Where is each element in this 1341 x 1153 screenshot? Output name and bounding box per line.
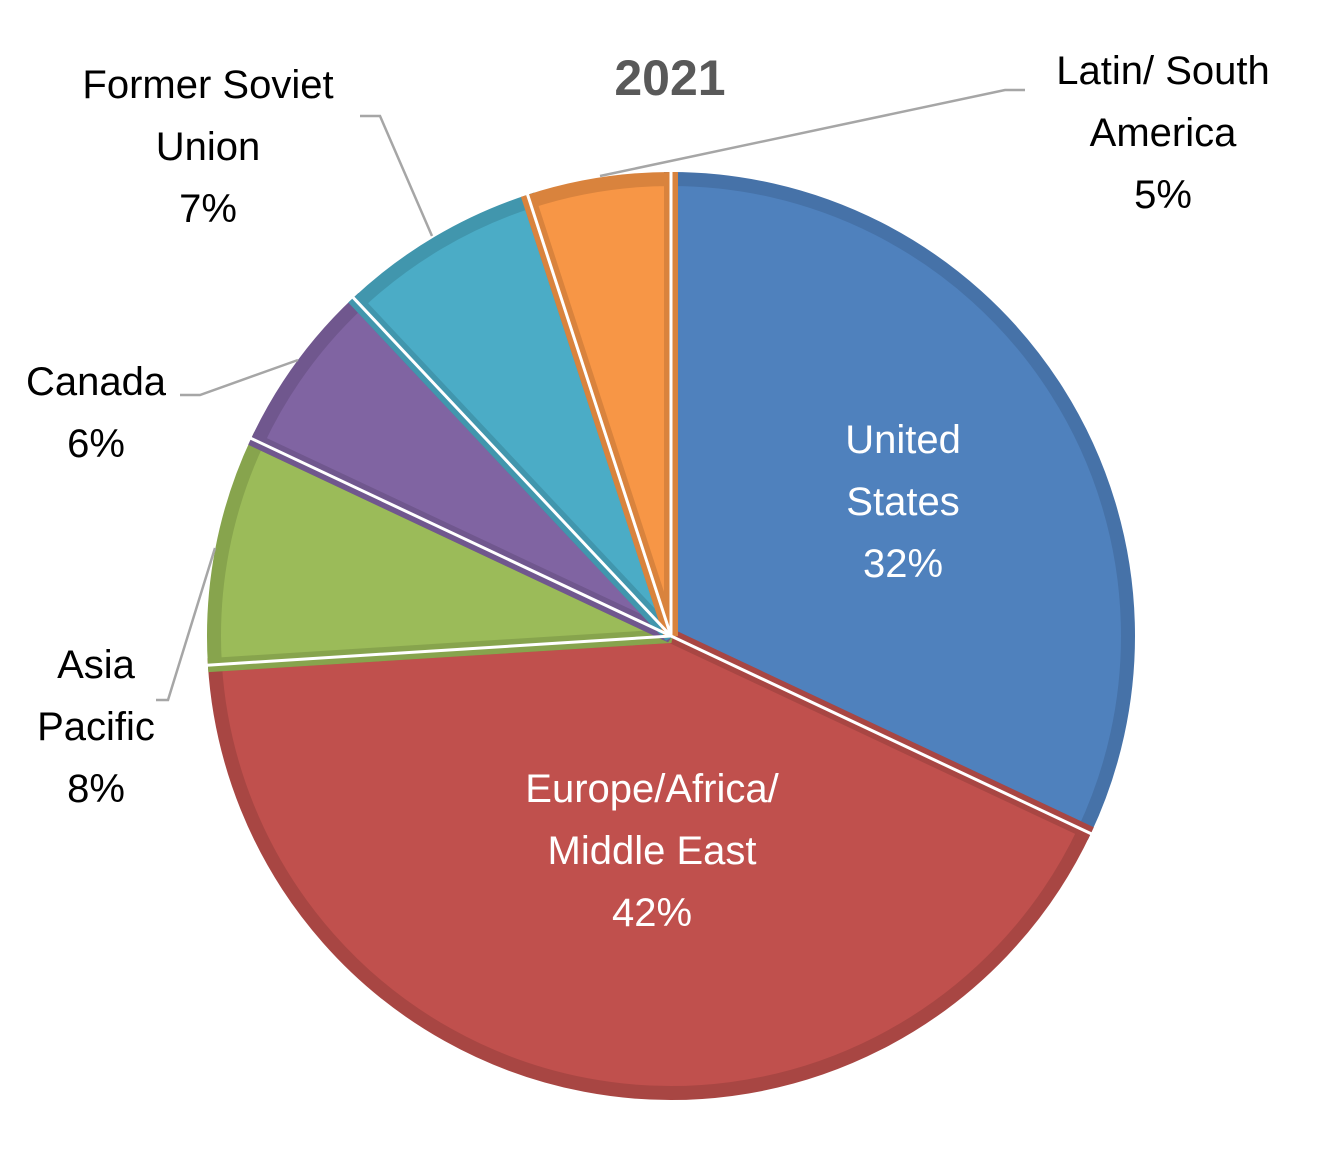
pie-slices <box>204 169 1135 1101</box>
slice-labels: United States 32% Europe/Africa/Middle East… <box>26 49 1270 935</box>
leader-lines <box>156 88 1025 702</box>
leader-line-6 <box>599 88 1025 178</box>
slice-separator <box>525 191 673 637</box>
slice-separator <box>204 634 672 667</box>
slice-label-1: United States 32% <box>845 418 961 586</box>
chart-title: 2021 <box>614 50 725 106</box>
slice-label-2: Europe/Africa/Middle East 42% <box>525 767 779 935</box>
pie-slice-5 <box>348 192 678 641</box>
slice-label-5: Former Soviet Union 7% <box>82 63 333 231</box>
leader-line-3 <box>156 547 217 702</box>
slice-label-3: Asia Pacific 8% <box>37 643 155 811</box>
slice-separator <box>350 294 673 638</box>
pie-slice-3 <box>207 432 674 673</box>
pie-slice-1 <box>664 171 1135 840</box>
leader-line-4 <box>180 358 299 397</box>
slice-separator <box>247 435 672 638</box>
pie-slice-2 <box>207 628 1094 1101</box>
leader-line-5 <box>360 114 434 237</box>
slice-separator <box>670 634 1095 837</box>
slice-label-4: Canada 6% <box>26 360 167 466</box>
slice-label-6: Latin/ South America 5% <box>1056 49 1270 217</box>
pie-slice-6 <box>520 171 678 639</box>
